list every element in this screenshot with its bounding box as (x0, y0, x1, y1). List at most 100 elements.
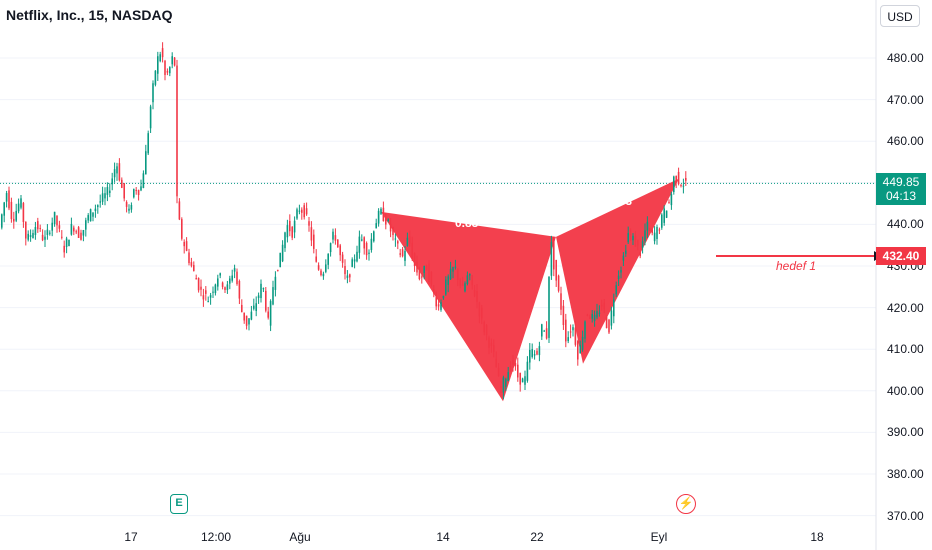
candle-body (231, 275, 233, 281)
candle-body (481, 307, 483, 319)
time-axis-label: 14 (436, 530, 450, 544)
candle-body (353, 259, 356, 262)
candle-body (567, 337, 569, 342)
candle-body (485, 325, 488, 335)
bar-countdown: 04:13 (885, 189, 917, 204)
symbol-title[interactable]: Netflix, Inc., 15, NASDAQ (6, 7, 173, 23)
candle-body (596, 311, 598, 318)
candle-body (34, 227, 37, 235)
candle-body (325, 264, 327, 272)
candle-body (627, 233, 629, 243)
candle-body (603, 302, 605, 310)
candle-body (169, 67, 171, 74)
candle-body (382, 207, 385, 222)
price-axis-label: 380.00 (887, 467, 924, 481)
candle-body (538, 346, 541, 356)
candle-body (166, 70, 169, 73)
candle-body (613, 299, 615, 317)
candle-body (25, 221, 27, 239)
candle-body (171, 56, 173, 65)
candle-body (502, 377, 505, 393)
candle-body (632, 235, 634, 241)
candle-body (241, 304, 243, 312)
candle-body (70, 223, 73, 235)
candle-body (581, 336, 584, 350)
candle-body (622, 255, 625, 261)
target-label[interactable]: hedef 1 (776, 259, 817, 273)
candle-body (531, 349, 533, 357)
candle-body (399, 253, 401, 255)
candle-body (478, 302, 481, 317)
candle-body (121, 179, 123, 188)
candle-body (44, 236, 46, 240)
candle-body (97, 205, 99, 208)
candle-body (589, 316, 591, 319)
candle-body (226, 284, 229, 291)
candle-body (46, 229, 49, 235)
candle-body (385, 217, 387, 225)
candle-body (140, 186, 142, 191)
candle-body (529, 349, 531, 363)
harmonic-pattern-bcd (556, 178, 679, 364)
candle-body (176, 65, 178, 197)
candle-body (145, 151, 147, 175)
candle-body (685, 177, 687, 181)
candle-body (94, 208, 97, 211)
candle-body (593, 314, 596, 322)
candle-body (430, 271, 433, 285)
candle-body (663, 208, 665, 223)
candle-body (152, 83, 154, 103)
candle-body (517, 364, 519, 378)
candle-body (327, 253, 329, 265)
candle-body (387, 219, 389, 222)
candle-body (584, 321, 586, 339)
candle-body (217, 278, 219, 287)
candle-body (320, 270, 322, 276)
candle-body (303, 205, 305, 218)
flash-icon[interactable]: ⚡ (676, 494, 696, 514)
candle-body (668, 202, 670, 204)
candle-body (361, 239, 363, 241)
candle-body (190, 262, 193, 266)
candle-body (104, 193, 106, 199)
candle-body (267, 311, 269, 318)
candle-body (197, 278, 200, 291)
candle-body (188, 252, 190, 264)
candle-body (617, 275, 620, 280)
candle-body (281, 244, 284, 262)
candle-body (329, 243, 332, 253)
pattern-ratio-ab: 0.88 (455, 216, 479, 230)
candle-body (1, 214, 3, 228)
candle-body (322, 273, 325, 277)
candle-body (620, 270, 622, 273)
candle-body (313, 234, 315, 249)
candle-body (512, 360, 514, 365)
candle-body (41, 234, 44, 241)
candle-body (99, 201, 101, 203)
candle-body (673, 176, 675, 193)
candle-body (130, 204, 133, 210)
candle-body (245, 315, 248, 326)
candle-body (368, 252, 370, 254)
candle-body (89, 209, 92, 222)
candle-body (625, 250, 627, 254)
price-axis-label: 400.00 (887, 383, 924, 398)
candle-body (550, 241, 553, 276)
candle-body (317, 265, 320, 270)
candle-body (524, 376, 526, 385)
time-axis-label: 12:00 (200, 530, 232, 544)
candle-body (615, 285, 617, 295)
candle-body (293, 220, 296, 233)
time-axis-label: Eyl (650, 530, 668, 544)
candle-body (305, 208, 308, 215)
earnings-event-icon[interactable]: E (170, 494, 188, 514)
currency-button[interactable]: USD (880, 5, 920, 27)
candle-body (111, 178, 113, 185)
candle-body (507, 372, 509, 382)
candle-body (142, 173, 145, 188)
candle-body (375, 223, 377, 229)
candle-body (437, 304, 440, 307)
candle-body (406, 237, 409, 246)
candle-body (15, 210, 17, 221)
